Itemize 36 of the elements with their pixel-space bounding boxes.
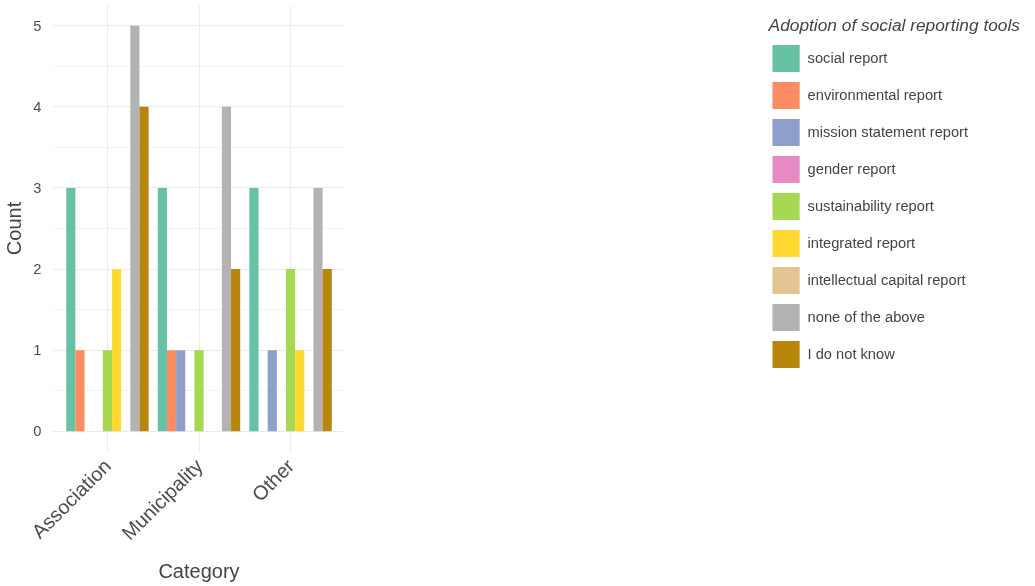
legend-label: mission statement report xyxy=(807,123,969,142)
bar xyxy=(66,187,76,432)
bar xyxy=(295,350,305,432)
legend-label: gender report xyxy=(807,160,896,179)
legend-label: social report xyxy=(807,49,888,68)
bar xyxy=(322,269,332,432)
bar xyxy=(157,187,167,432)
legend-label: I do not know xyxy=(807,345,895,364)
bar xyxy=(139,106,149,432)
legend-label: none of the above xyxy=(807,308,925,327)
bar xyxy=(130,25,140,432)
bar xyxy=(249,187,259,432)
legend-label: sustainability report xyxy=(807,197,934,216)
legend-label: integrated report xyxy=(807,234,916,253)
y-tick-label: 3 xyxy=(33,179,42,196)
bar xyxy=(285,269,296,432)
x-axis-title: Category xyxy=(158,559,240,582)
y-tick-label: 0 xyxy=(33,423,42,440)
bar xyxy=(231,269,241,432)
bar xyxy=(112,269,122,432)
bar xyxy=(102,350,113,432)
bar xyxy=(75,350,85,432)
legend-label: intellectual capital report xyxy=(807,271,966,290)
y-axis-title: Count xyxy=(3,201,26,256)
y-tick-label: 2 xyxy=(33,261,42,278)
legend-title: Adoption of social reporting tools xyxy=(768,15,1020,36)
bar xyxy=(166,350,177,432)
y-tick-label: 5 xyxy=(33,17,42,34)
y-tick-label: 1 xyxy=(33,342,42,359)
bar xyxy=(313,187,323,432)
bar xyxy=(267,350,277,432)
bar xyxy=(194,350,204,432)
legend-label: environmental report xyxy=(807,86,942,105)
bar xyxy=(176,350,186,432)
y-tick-label: 4 xyxy=(33,98,42,115)
bar xyxy=(221,106,232,432)
